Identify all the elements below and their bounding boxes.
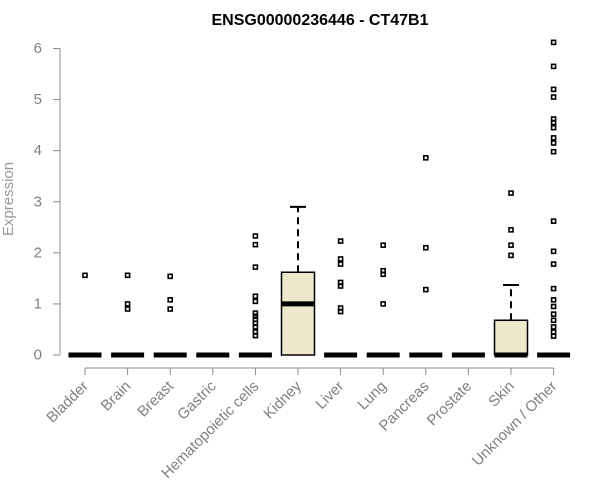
x-tick-label: Brain [98, 378, 135, 415]
chart-title: ENSG00000236446 - CT47B1 [211, 12, 428, 29]
outlier-point [550, 248, 557, 255]
x-tick-label: Liver [312, 378, 347, 413]
outlier-point [550, 86, 557, 93]
outlier-point [337, 261, 344, 267]
plot-area [68, 39, 571, 358]
outlier-point [550, 317, 557, 324]
outlier-point [550, 63, 557, 70]
outlier-point [380, 242, 387, 248]
outlier-point [550, 135, 557, 141]
y-tick-label: 5 [34, 91, 42, 108]
outlier-point [252, 293, 259, 300]
box [493, 319, 529, 356]
outlier-point [252, 241, 259, 248]
box-group [280, 205, 316, 356]
outlier-point [508, 252, 514, 259]
outlier-point [380, 301, 387, 307]
x-tick-label: Prostate [424, 378, 476, 430]
box-group [366, 242, 400, 358]
outlier-point [508, 242, 514, 248]
outlier-point [508, 190, 514, 196]
outlier-point [550, 119, 557, 126]
outlier-point [124, 306, 131, 312]
outlier-point [550, 140, 557, 146]
outlier-point [252, 310, 259, 316]
outlier-point [252, 264, 259, 270]
y-tick-label: 2 [34, 244, 42, 261]
box-group [111, 272, 145, 358]
outlier-point [550, 148, 557, 155]
outlier-point [550, 297, 557, 303]
outlier-point [252, 332, 259, 339]
outlier-point [550, 333, 557, 339]
x-tick-label: Bladder [43, 378, 92, 427]
x-tick-label: Lung [354, 378, 390, 414]
box-group [68, 272, 102, 358]
y-tick-label: 1 [34, 295, 42, 312]
box-group [493, 190, 529, 358]
box-group [409, 155, 443, 358]
box-group [537, 39, 571, 358]
y-tick-label: 0 [34, 347, 42, 364]
outlier-point [252, 233, 259, 239]
outlier-point [167, 297, 173, 303]
outlier-point [550, 303, 557, 310]
y-axis-label: Expression [0, 162, 17, 236]
outlier-point [550, 285, 557, 292]
box-group [238, 233, 272, 358]
y-axis: 0 1 2 3 4 5 6 [34, 40, 61, 364]
outlier-point [550, 94, 557, 100]
x-tick-label: Kidney [260, 377, 305, 422]
outlier-point [550, 218, 557, 224]
outlier-point [167, 306, 173, 312]
outlier-point [550, 324, 557, 330]
outlier-point [550, 261, 557, 267]
outlier-point [167, 273, 173, 280]
outlier-point [550, 39, 557, 46]
outlier-point [422, 286, 429, 293]
y-tick-label: 3 [34, 193, 42, 210]
y-tick-label: 4 [34, 142, 42, 159]
outlier-point [252, 298, 259, 305]
outlier-point [422, 244, 429, 251]
outlier-point [380, 271, 387, 278]
outlier-point [337, 283, 344, 289]
outlier-point [550, 124, 557, 131]
outlier-point [124, 301, 131, 307]
outlier-point [252, 324, 259, 330]
outlier-point [550, 311, 557, 317]
box [280, 271, 316, 356]
x-tick-label: Skin [485, 378, 518, 411]
outlier-point [337, 308, 344, 315]
outlier-point [422, 155, 429, 161]
box-group [153, 273, 187, 358]
outlier-point [337, 238, 344, 244]
y-tick-label: 6 [34, 40, 42, 57]
outlier-point [508, 227, 514, 233]
box-group [324, 238, 358, 358]
x-tick-label: Breast [134, 377, 177, 420]
outlier-point [124, 272, 131, 279]
outlier-point [337, 256, 344, 262]
outlier-point [82, 272, 88, 279]
outlier-point [252, 313, 259, 319]
